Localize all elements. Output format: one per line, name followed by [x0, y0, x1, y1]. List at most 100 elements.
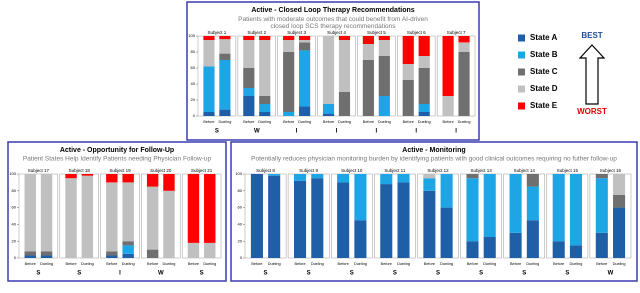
- subplot-frame: [197, 35, 237, 117]
- legend-swatch: [518, 85, 525, 93]
- bar-segment: [243, 68, 255, 88]
- bar-segment: [24, 255, 36, 258]
- rating-label: S: [77, 271, 81, 277]
- bar-segment: [146, 186, 159, 250]
- bar-segment: [219, 109, 231, 116]
- rating-label: I: [415, 129, 417, 135]
- subject-label: Subject 2: [247, 30, 266, 35]
- bar-segment: [354, 220, 367, 258]
- rating-label: S: [264, 271, 268, 277]
- bar-segment: [418, 112, 430, 116]
- bar-segment: [283, 112, 295, 116]
- rating-label: I: [455, 129, 457, 135]
- bar-segment: [299, 40, 311, 43]
- bar-segment: [552, 241, 565, 258]
- rating-label: S: [200, 271, 204, 277]
- bar-segment: [24, 251, 36, 256]
- rating-label: S: [350, 271, 354, 277]
- bar-segment: [402, 80, 414, 116]
- subject-label: Subject 18: [69, 168, 91, 173]
- subplot-frame: [503, 173, 546, 259]
- panel-border: [186, 1, 480, 141]
- subject-label: Subject 4: [327, 30, 346, 35]
- bar-segment: [362, 60, 374, 116]
- subplot-frame: [357, 35, 396, 117]
- y-tick-label: 20: [238, 238, 243, 243]
- bar-label: Dueling: [122, 262, 135, 266]
- bar-segment: [526, 174, 539, 187]
- bar-label: Dueling: [526, 262, 539, 266]
- bar-label: Dueling: [81, 262, 94, 266]
- subject-label: Subject 19: [109, 168, 131, 173]
- rating-label: S: [565, 271, 569, 277]
- bar-segment: [338, 92, 351, 116]
- y-tick-label: 20: [191, 97, 196, 102]
- bar-segment: [268, 174, 281, 176]
- bar-segment: [362, 36, 374, 44]
- bar-segment: [595, 232, 608, 258]
- legend-swatch: [518, 102, 525, 110]
- bar-label: Before: [424, 262, 435, 266]
- bar-label: Dueling: [613, 262, 626, 266]
- subplot-frame: [100, 173, 140, 259]
- bar-segment: [322, 36, 335, 104]
- rating-label: I: [119, 271, 121, 277]
- bar-segment: [613, 195, 626, 208]
- bar-segment: [122, 182, 134, 242]
- bar-segment: [243, 96, 255, 116]
- bar-segment: [219, 39, 231, 54]
- bar-label: Before: [596, 262, 607, 266]
- bar-segment: [259, 96, 271, 104]
- subplot-frame: [59, 173, 99, 259]
- bar-segment: [322, 113, 335, 116]
- bar-label: Dueling: [311, 262, 324, 266]
- bar-label: Dueling: [483, 262, 496, 266]
- bar-segment: [122, 253, 134, 258]
- bar-segment: [219, 53, 231, 60]
- legend-label: State E: [530, 101, 558, 110]
- y-tick-label: 80: [191, 49, 196, 54]
- subplot-frame: [287, 173, 330, 259]
- subject-label: Subject 17: [28, 168, 50, 173]
- bar-segment: [466, 178, 479, 242]
- bar-segment: [294, 174, 307, 181]
- panel-border: [230, 141, 638, 282]
- bar-segment: [509, 232, 522, 258]
- subject-label: Subject 12: [427, 168, 449, 173]
- y-tick-label: 0: [14, 255, 17, 260]
- bar-segment: [81, 175, 94, 258]
- subject-label: Subject 15: [557, 168, 579, 173]
- legend-swatch: [518, 68, 525, 76]
- subject-label: Subject 10: [341, 168, 363, 173]
- bar-label: Dueling: [268, 262, 281, 266]
- y-tick-label: 100: [9, 171, 16, 176]
- bar-segment: [354, 174, 367, 221]
- bar-segment: [442, 36, 454, 96]
- bar-label: Dueling: [163, 262, 176, 266]
- y-tick-label: 60: [12, 205, 17, 210]
- bar-segment: [337, 174, 350, 183]
- bar-segment: [24, 174, 36, 252]
- panel-subtitle: Patients with moderate outcomes that cou…: [238, 16, 428, 30]
- bar-segment: [595, 178, 608, 233]
- y-tick-label: 60: [238, 205, 243, 210]
- bar-segment: [219, 60, 231, 110]
- bar-segment: [268, 175, 281, 258]
- bar-segment: [259, 112, 271, 116]
- bar-segment: [122, 245, 134, 254]
- y-tick-label: 0: [193, 113, 196, 118]
- bar-segment: [552, 174, 565, 242]
- bar-segment: [40, 255, 53, 258]
- panel-border: [7, 141, 227, 282]
- bar-segment: [219, 36, 231, 40]
- bar-label: Before: [381, 262, 392, 266]
- bar-segment: [418, 68, 430, 104]
- bar-segment: [311, 178, 324, 258]
- bar-segment: [250, 174, 263, 258]
- bar-label: Before: [251, 262, 262, 266]
- rating-label: I: [296, 129, 298, 135]
- subject-label: Subject 9: [299, 168, 318, 173]
- bar-segment: [569, 174, 582, 246]
- bar-segment: [362, 44, 374, 60]
- subject-label: Subject 13: [470, 168, 492, 173]
